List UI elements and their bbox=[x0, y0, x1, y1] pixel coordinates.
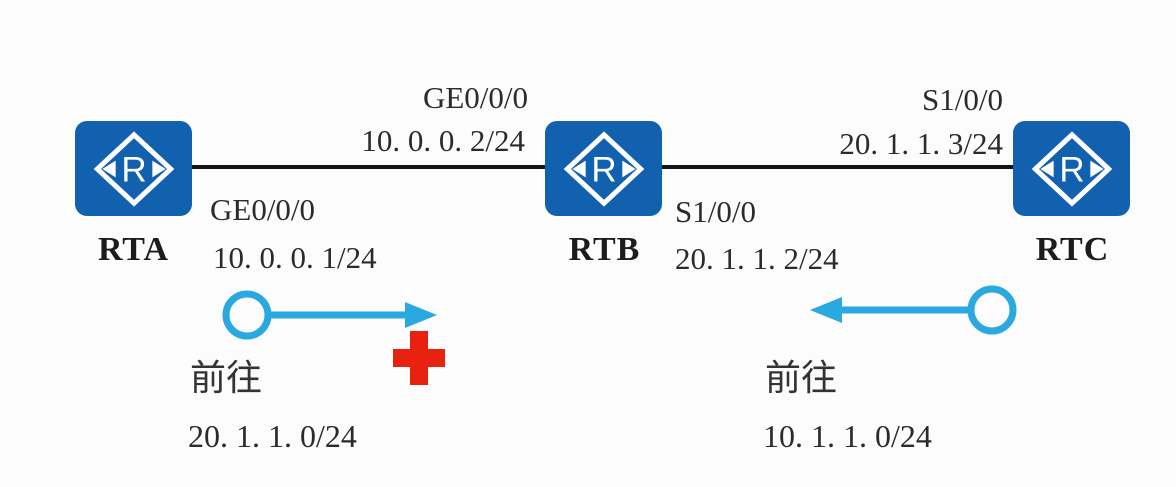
rtb-ge-ip-label: 10. 0. 0. 2/24 bbox=[361, 123, 525, 158]
router-rtb-label: RTB bbox=[568, 231, 641, 268]
router-icon-right-arrow bbox=[1089, 160, 1104, 177]
rtb-s-ip-label: 20. 1. 1. 2/24 bbox=[675, 241, 839, 276]
router-icon-left-arrow bbox=[1039, 160, 1054, 177]
route-arrow-head bbox=[810, 297, 842, 323]
rta-ge-ip-label: 10. 0. 0. 1/24 bbox=[213, 240, 377, 275]
router-icon-left-arrow bbox=[101, 160, 116, 177]
blocked-cross-icon bbox=[393, 331, 445, 385]
router-icon: R bbox=[93, 130, 174, 207]
rta-route-destination: 20. 1. 1. 0/24 bbox=[188, 418, 357, 454]
router-rtc-label: RTC bbox=[1035, 231, 1110, 268]
rtb-s-interface-label: S1/0/0 bbox=[675, 194, 756, 229]
router-icon-letter: R bbox=[591, 150, 616, 189]
link-rta-rtb bbox=[190, 165, 548, 169]
router-icon-letter: R bbox=[1059, 150, 1084, 189]
route-origin-circle bbox=[222, 290, 272, 340]
router-icon-right-arrow bbox=[621, 160, 636, 177]
router-icon: R bbox=[563, 130, 644, 207]
router-icon-letter: R bbox=[121, 150, 146, 189]
rtc-route-caption: 前往 bbox=[765, 358, 838, 398]
rta-ge-interface-label: GE0/0/0 bbox=[210, 192, 316, 227]
route-arrow-head bbox=[405, 302, 437, 328]
rtc-s-interface-label: S1/0/0 bbox=[922, 82, 1003, 117]
rtc-route-destination: 10. 1. 1. 0/24 bbox=[763, 418, 932, 454]
router-rta-label: RTA bbox=[97, 231, 170, 268]
router-icon-right-arrow bbox=[151, 160, 166, 177]
route-arrow-rta-icon bbox=[222, 290, 437, 340]
router-rtc: R bbox=[1013, 121, 1130, 216]
route-origin-circle bbox=[967, 285, 1017, 335]
rtb-ge-interface-label: GE0/0/0 bbox=[422, 80, 528, 115]
router-rtb: R bbox=[545, 121, 662, 216]
rta-route-caption: 前往 bbox=[190, 358, 263, 398]
route-arrow-rtc-icon bbox=[810, 285, 1017, 335]
router-icon: R bbox=[1031, 130, 1112, 207]
rtc-s-ip-label: 20. 1. 1. 3/24 bbox=[839, 126, 1003, 161]
router-icon-left-arrow bbox=[571, 160, 586, 177]
link-rtb-rtc bbox=[658, 165, 1016, 169]
router-rta: R bbox=[75, 121, 192, 216]
